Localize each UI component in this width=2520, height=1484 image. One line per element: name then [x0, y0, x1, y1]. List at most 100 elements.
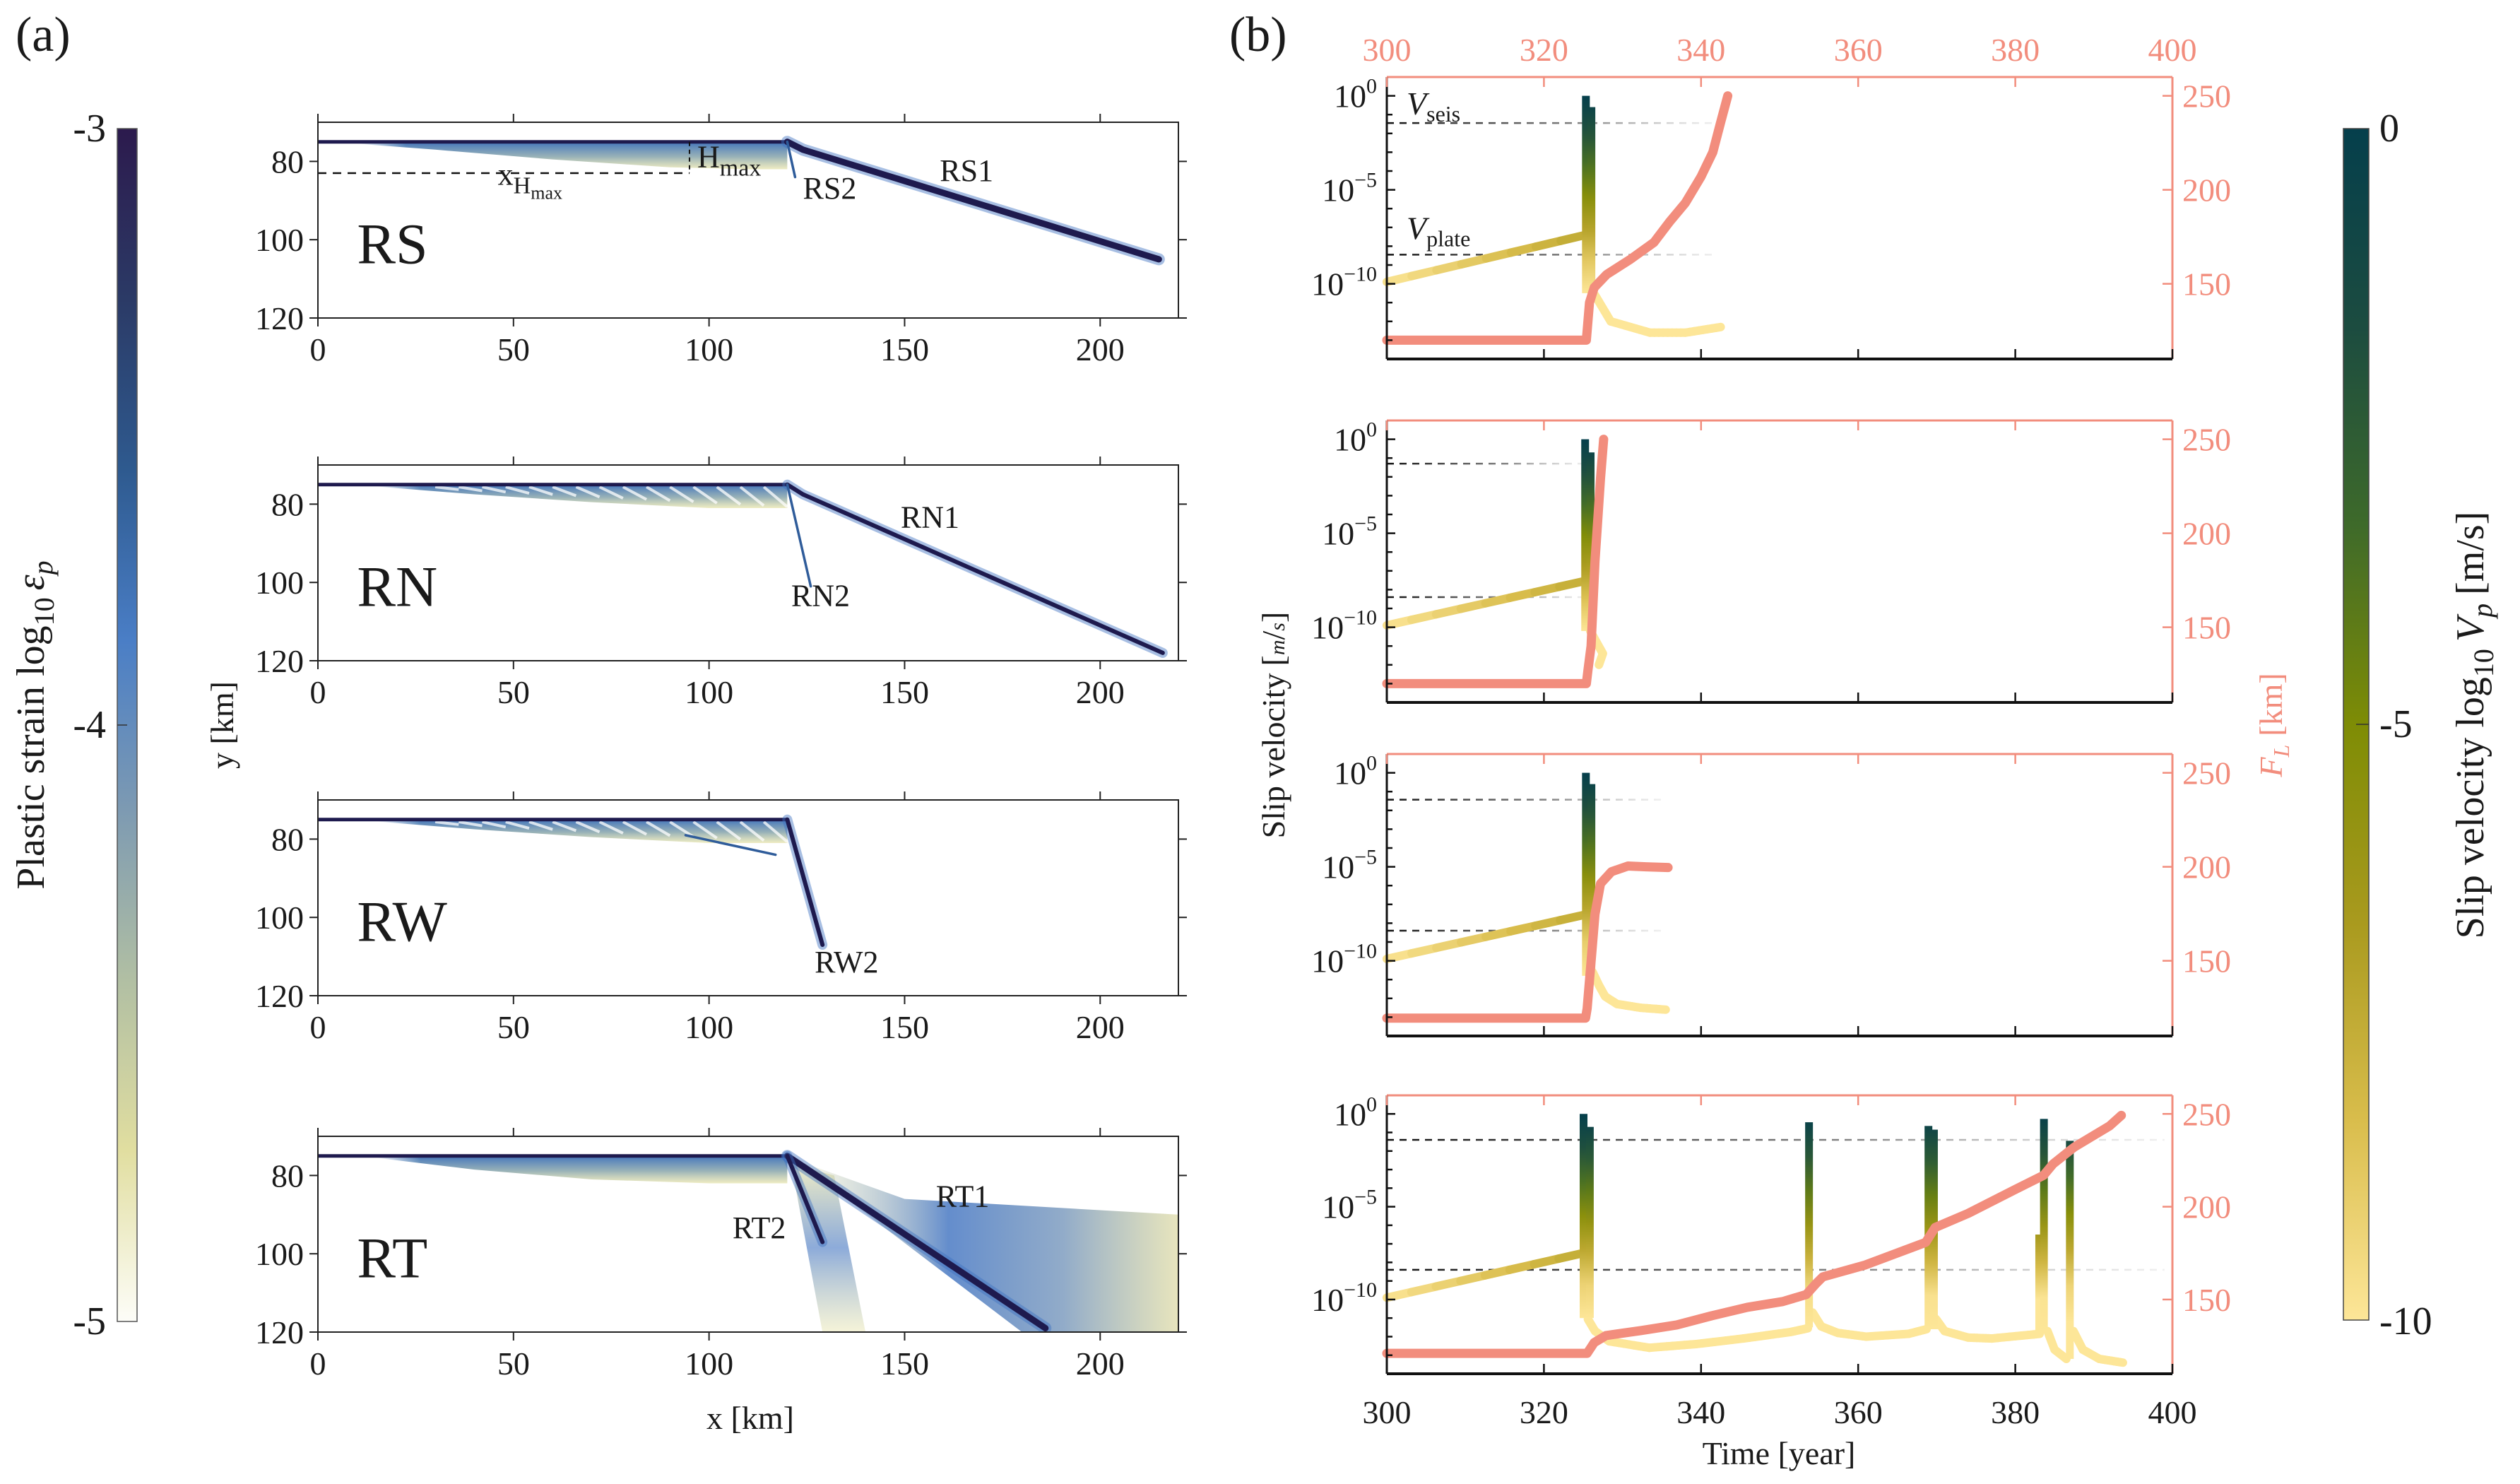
slip-velocity-segment [1457, 254, 1491, 269]
x-tick-label: 0 [310, 674, 326, 710]
fault-label-rs2: RS2 [803, 171, 857, 206]
strain-halo-rt1 [795, 1160, 1178, 1332]
strain-stripe [434, 485, 459, 491]
y-tick-label: 100 [255, 222, 304, 258]
b-y2-axis-label: FL[km] [2253, 673, 2294, 777]
fault-label-h: Hmax [697, 140, 761, 182]
x-tick-label: 50 [497, 1009, 530, 1045]
a-y-axis-label: y [km] [204, 681, 240, 769]
fault-rt2 [785, 1153, 825, 1244]
y-tick-label: 120 [255, 1314, 304, 1350]
strain-panel-rn: RN1 RN2 RN 0 50 100 150 200 80 100 120 [255, 457, 1187, 710]
y2-tick-label: 200 [2182, 172, 2231, 208]
x-tick-label: 50 [497, 674, 530, 710]
plot-area [318, 479, 1168, 658]
vplate-label: Vplate [1407, 210, 1470, 251]
y-tick-label: 10−10 [1311, 1278, 1377, 1318]
axes-frame [317, 1136, 1179, 1333]
plot-area [318, 814, 828, 950]
strain-stripe [482, 485, 507, 494]
strain-stripe [669, 820, 694, 838]
case-label-rn: RN [357, 554, 437, 618]
strain-stripe [505, 820, 530, 830]
fault-rs1 [783, 139, 1162, 263]
fault-rn1 [785, 482, 1165, 655]
panel-label-a: (a) [16, 8, 71, 62]
slip-velocity-segment [1407, 266, 1441, 281]
colorbar-right-tick-label: 0 [2379, 107, 2399, 151]
slip-panel-rn: 100 10−5 10−10 150 200 250 [1311, 418, 2231, 704]
y-tick-label: 120 [255, 978, 304, 1014]
x-tick-label: 100 [685, 674, 733, 710]
x-tick-label: 0 [310, 331, 326, 367]
strain-stripe [598, 820, 624, 835]
y2-tick-label: 150 [2182, 943, 2231, 979]
colorbar-right-tick-label: -10 [2379, 1300, 2432, 1343]
y-tick-label: 10−10 [1311, 606, 1377, 646]
strain-stripe [646, 485, 671, 502]
x-tick-label: 340 [1676, 1394, 1725, 1430]
slip-velocity-segment [1432, 260, 1466, 275]
strain-stripe [739, 820, 765, 842]
case-label-rt: RT [357, 1225, 427, 1290]
fault-rs2 [786, 140, 797, 179]
strain-stripe [434, 820, 459, 826]
x-tick-label: 200 [1076, 331, 1125, 367]
slip-spike [2066, 1141, 2074, 1359]
strain-stripe [528, 820, 553, 831]
slip-velocity-segment [2115, 1358, 2127, 1367]
x-tick-label: 200 [1076, 1009, 1125, 1045]
y-tick-label: 10−5 [1322, 512, 1377, 552]
strain-stripe [552, 820, 577, 832]
fault-label-x: xHmax [498, 158, 562, 204]
strain-panel-rt: RT1 RT2 RT 0 50 100 150 200 80 100 120 [255, 1128, 1187, 1382]
x-tick-label: 50 [497, 331, 530, 367]
x-tick-label: 360 [1834, 1394, 1883, 1430]
slip-panel-rs: Vseis Vplate 100 10−5 10−10 150 200 250 [1311, 75, 2231, 360]
fault-label-rs1: RS1 [940, 153, 993, 188]
fault-label-rt1: RT1 [936, 1179, 990, 1214]
y-tick-label: 120 [255, 643, 304, 679]
fl-curve [1382, 1110, 2126, 1358]
y-tick-label: 10−5 [1322, 846, 1377, 885]
slip-spike [1582, 772, 1590, 976]
y2-tick-label: 250 [2182, 1096, 2231, 1132]
y-tick-label: 100 [255, 900, 304, 936]
slip-velocity-segment [1556, 230, 1590, 245]
x-tick-label: 320 [1520, 1394, 1568, 1430]
slip-spike [1581, 439, 1590, 631]
strain-stripe [458, 820, 483, 828]
slip-velocity-segment [1712, 322, 1725, 332]
strain-stripe [762, 485, 788, 508]
slip-velocity-segment [1555, 577, 1589, 591]
slip-velocity-segment [1532, 236, 1566, 252]
wedge-fade [377, 1154, 553, 1186]
fault-rw1 [684, 834, 777, 856]
x-tick-label: 0 [310, 1345, 326, 1382]
x-tick-label: 150 [880, 674, 929, 710]
y-tick-label: 80 [271, 821, 304, 857]
y2-tick-label: 150 [2182, 266, 2231, 302]
colorbar-right-tick-label: -5 [2379, 702, 2413, 746]
y2-tick-label: 250 [2182, 755, 2231, 791]
x-tick-label: 100 [685, 1345, 733, 1382]
strain-stripe [575, 485, 601, 499]
slip-panel-rt: 300 320 340 360 380 400 100 10−5 10−10 150 200 250 [1311, 1093, 2231, 1430]
slip-spike [1587, 452, 1595, 631]
case-label-rs: RS [357, 211, 427, 276]
slip-spike [1587, 107, 1596, 293]
y-tick-label: 100 [1334, 1093, 1377, 1132]
x-tick-label: 100 [685, 331, 733, 367]
slip-spike [1805, 1122, 1814, 1328]
strain-stripe [646, 820, 671, 837]
b-top-x-tick-labels: 300 320 340 360 380 400 [1363, 32, 2197, 68]
strain-stripe [762, 820, 788, 843]
top-x-tick-label: 360 [1834, 32, 1883, 68]
plot-area [318, 136, 1165, 266]
slip-velocity-segment [1481, 248, 1515, 263]
fault-label-rn1: RN1 [901, 500, 959, 535]
x-tick-label: 150 [880, 331, 929, 367]
x-tick-label: 380 [1991, 1394, 2040, 1430]
x-tick-label: 200 [1076, 674, 1125, 710]
